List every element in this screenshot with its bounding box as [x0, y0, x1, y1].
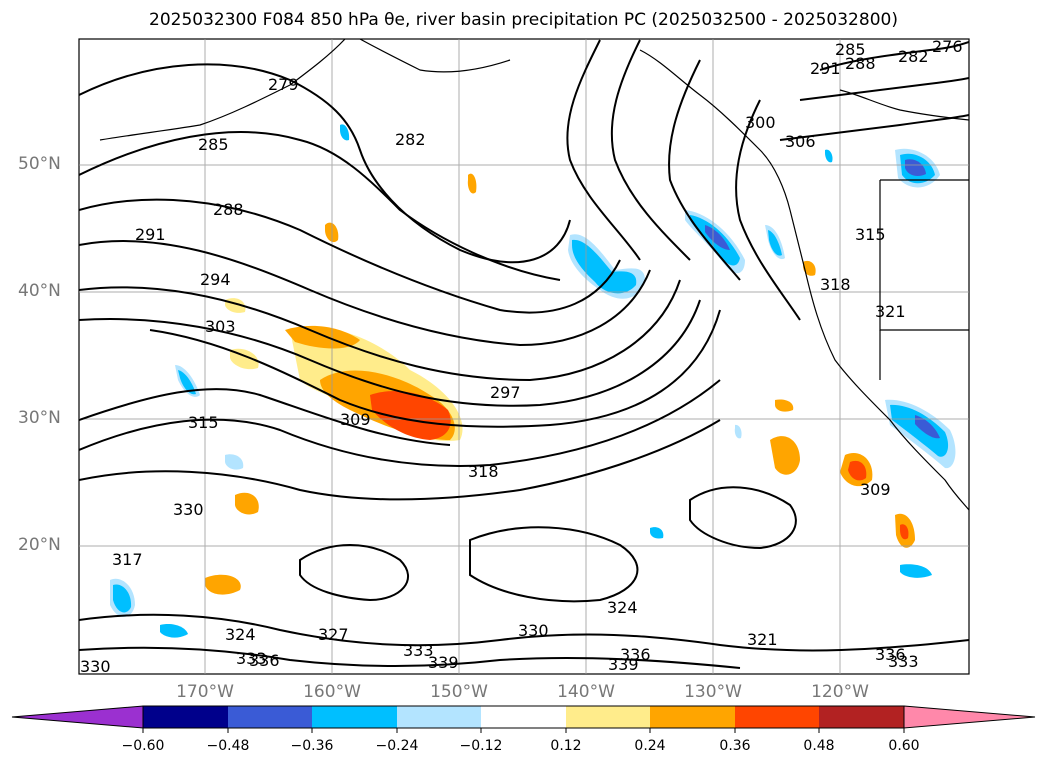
colorbar-tick: −0.12: [459, 738, 503, 754]
contour-label: 339: [428, 653, 459, 672]
colorbar-tick: 0.36: [719, 738, 751, 754]
lon-label-150w: 150°W: [430, 682, 488, 702]
contour-label: 324: [225, 625, 256, 644]
contour-label: 276: [932, 37, 963, 56]
contour-label: 336: [620, 645, 651, 664]
contour-label: 318: [820, 275, 851, 294]
contour-label: 282: [395, 130, 426, 149]
colorbar-tick: 0.12: [550, 738, 582, 754]
contour-label: 330: [80, 657, 111, 676]
contour-label: 297: [490, 383, 521, 402]
contour-label: 309: [340, 410, 371, 429]
contour-label: 330: [173, 500, 204, 519]
contour-label: 291: [810, 59, 841, 78]
contour-label: 291: [135, 225, 166, 244]
contour-label: 336: [875, 645, 906, 664]
contour-label: 282: [898, 47, 929, 66]
contour-label: 303: [205, 317, 236, 336]
contour-label: 327: [318, 625, 349, 644]
contour-label: 294: [200, 270, 231, 289]
theta-e-contours: [79, 39, 969, 669]
contour-label: 336: [249, 651, 280, 670]
lon-label-170w: 170°W: [176, 682, 234, 702]
contour-label: 288: [845, 54, 876, 73]
lat-label-30n: 30°N: [18, 408, 61, 428]
contour-label: 300: [745, 113, 776, 132]
contour-label: 333: [236, 649, 267, 668]
map-title: 2025032300 F084 850 hPa θe, river basin …: [149, 10, 898, 30]
contour-label: 321: [875, 302, 906, 321]
lat-label-20n: 20°N: [18, 535, 61, 555]
lon-label-120w: 120°W: [811, 682, 869, 702]
contour-label: 285: [835, 40, 866, 59]
contour-label: 279: [268, 75, 299, 94]
contour-label: 285: [198, 135, 229, 154]
graticule: [79, 39, 969, 674]
lat-label-50n: 50°N: [18, 154, 61, 174]
contour-labels: 279 282 285 288 291 294 303 309 297 318 …: [80, 37, 963, 676]
colorbar-tick: 0.24: [634, 738, 666, 754]
lon-label-140w: 140°W: [557, 682, 615, 702]
colorbar: [11, 705, 1036, 733]
lon-label-160w: 160°W: [303, 682, 361, 702]
colorbar-tick: −0.24: [375, 738, 419, 754]
contour-label: 321: [747, 630, 778, 649]
plot-frame: [78, 38, 970, 675]
contour-label: 318: [468, 462, 499, 481]
contour-label: 317: [112, 550, 143, 569]
contour-label: 315: [188, 413, 219, 432]
contour-label: 315: [855, 225, 886, 244]
contour-label: 324: [607, 598, 638, 617]
contour-label: 333: [403, 641, 434, 660]
contour-label: 333: [888, 652, 919, 671]
colorbar-tick: −0.60: [121, 738, 165, 754]
contour-label: 309: [860, 480, 891, 499]
lat-label-40n: 40°N: [18, 281, 61, 301]
precip-negative-shading: [110, 124, 956, 638]
contour-label: 339: [608, 655, 639, 674]
contour-label: 330: [518, 621, 549, 640]
colorbar-tick: −0.48: [206, 738, 250, 754]
colorbar-tick: 0.48: [803, 738, 835, 754]
contour-label: 288: [213, 200, 244, 219]
colorbar-tick: −0.36: [290, 738, 334, 754]
colorbar-tick: 0.60: [888, 738, 920, 754]
contour-label: 306: [785, 132, 816, 151]
lon-label-130w: 130°W: [684, 682, 742, 702]
